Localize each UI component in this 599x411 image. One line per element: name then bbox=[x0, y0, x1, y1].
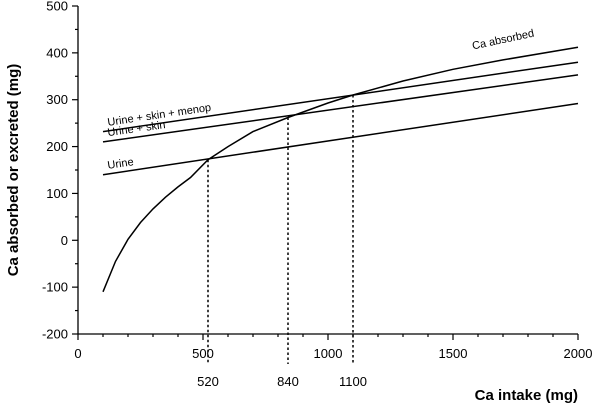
axes bbox=[77, 6, 578, 335]
x-tick-label: 2000 bbox=[564, 346, 593, 361]
intersection-value-label: 840 bbox=[277, 374, 299, 389]
intersection-value-label: 520 bbox=[197, 374, 219, 389]
series-line-urine-skin bbox=[102, 74, 579, 143]
x-axis-title: Ca intake (mg) bbox=[475, 387, 578, 404]
series-lines bbox=[102, 46, 579, 293]
x-tick-label: 1000 bbox=[314, 346, 343, 361]
x-tick-label: 1500 bbox=[439, 346, 468, 361]
y-tick-label: 100 bbox=[46, 186, 68, 201]
y-tick-label: 400 bbox=[46, 45, 68, 60]
y-tick-label: 0 bbox=[61, 233, 68, 248]
series-label-urine: Urine bbox=[107, 156, 135, 172]
intersection-value-label: 1100 bbox=[339, 374, 367, 389]
y-tick-label: 200 bbox=[46, 139, 68, 154]
y-axis-title: Ca absorbed or excreted (mg) bbox=[5, 64, 22, 277]
x-tick-label: 500 bbox=[192, 346, 214, 361]
ticks: -200 -100 0 100 200 300 400 500 0 500 1000 1500 2000 bbox=[42, 0, 592, 361]
series-line-urine bbox=[102, 102, 579, 176]
series-label-ca-absorbed: Ca absorbed bbox=[471, 28, 535, 53]
y-tick-label: 300 bbox=[46, 92, 68, 107]
x-tick-label: 0 bbox=[74, 346, 81, 361]
intersection-markers: 520 840 1100 bbox=[197, 95, 367, 389]
series-line-ca-absorbed bbox=[102, 46, 579, 293]
y-tick-label: -200 bbox=[42, 327, 68, 342]
y-tick-label: 500 bbox=[46, 0, 68, 14]
y-tick-label: -100 bbox=[42, 280, 68, 295]
series-line-urine-skin-menop bbox=[102, 61, 579, 133]
